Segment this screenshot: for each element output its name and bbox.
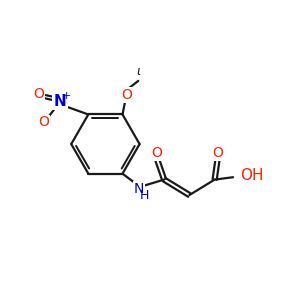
Text: N: N: [54, 94, 67, 109]
Text: O: O: [33, 87, 44, 101]
Text: H: H: [140, 189, 149, 202]
Text: OH: OH: [240, 168, 263, 183]
Text: O: O: [122, 88, 132, 102]
Text: N: N: [134, 182, 144, 196]
Text: ι: ι: [137, 65, 141, 78]
Text: O: O: [151, 146, 162, 160]
Text: O: O: [212, 146, 223, 161]
Text: +: +: [62, 91, 71, 101]
Text: O: O: [38, 116, 49, 130]
